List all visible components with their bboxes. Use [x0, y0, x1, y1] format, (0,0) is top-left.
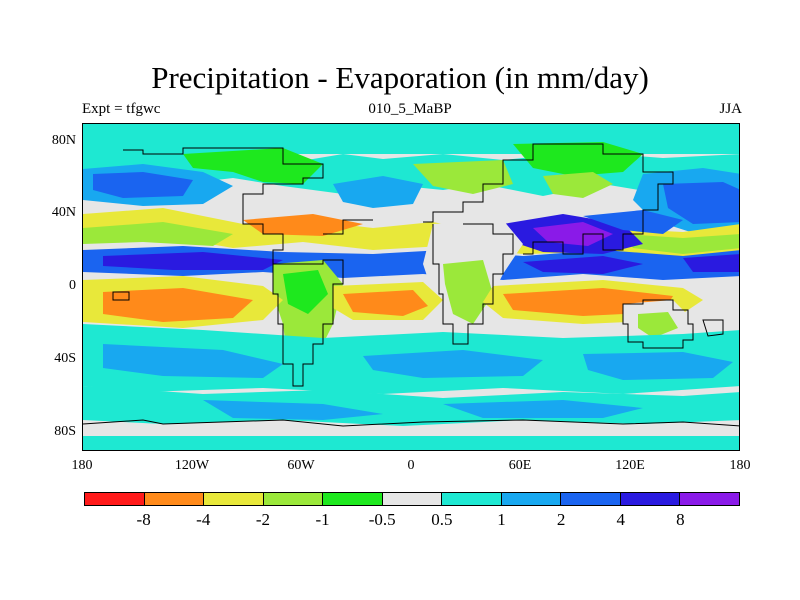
colorbar-label: -1: [315, 510, 330, 529]
colorbar-label: 8: [676, 510, 685, 529]
map-title: Precipitation - Evaporation (in mm/day): [151, 60, 649, 95]
lon-tick-0: 0: [407, 458, 415, 473]
pe-field-map: [83, 124, 739, 450]
lon-tick-180w: 180: [71, 458, 93, 473]
colorbar: [84, 492, 740, 506]
lon-tick-120w: 120W: [174, 458, 210, 473]
colorbar-label: 1: [497, 510, 506, 529]
lon-tick-180e: 180: [729, 458, 751, 473]
colorbar-swatch: [263, 493, 324, 505]
lon-tick-60w: 60W: [287, 458, 315, 473]
colorbar-swatch: [620, 493, 681, 505]
period-label: 010_5_MaBP: [368, 101, 452, 117]
lon-tick-60e: 60E: [508, 458, 532, 473]
colorbar-label: -0.5: [368, 510, 396, 529]
lon-tick-120e: 120E: [615, 458, 645, 473]
lat-tick-40N: 40N: [51, 205, 76, 220]
colorbar-label: -2: [255, 510, 270, 529]
lat-tick-0: 0: [69, 278, 76, 293]
lat-tick-80N: 80N: [51, 133, 76, 148]
colorbar-swatch: [382, 493, 443, 505]
colorbar-swatch: [680, 493, 740, 505]
experiment-label: Expt = tfgwc: [82, 101, 161, 117]
colorbar-label: 4: [616, 510, 625, 529]
colorbar-swatch: [442, 493, 502, 505]
colorbar-label: -8: [136, 510, 151, 529]
colorbar-label: -4: [196, 510, 211, 529]
colorbar-swatch: [323, 493, 383, 505]
colorbar-swatch: [204, 493, 264, 505]
lat-tick-40S: 40S: [54, 351, 76, 366]
colorbar-swatch: [85, 493, 145, 505]
colorbar-swatch: [144, 493, 205, 505]
colorbar-swatch: [561, 493, 621, 505]
map-plot-area: [82, 123, 740, 451]
colorbar-swatch: [501, 493, 562, 505]
lat-tick-80S: 80S: [54, 424, 76, 439]
colorbar-label: 0.5: [431, 510, 453, 529]
season-label: JJA: [719, 101, 742, 117]
colorbar-label: 2: [556, 510, 566, 529]
